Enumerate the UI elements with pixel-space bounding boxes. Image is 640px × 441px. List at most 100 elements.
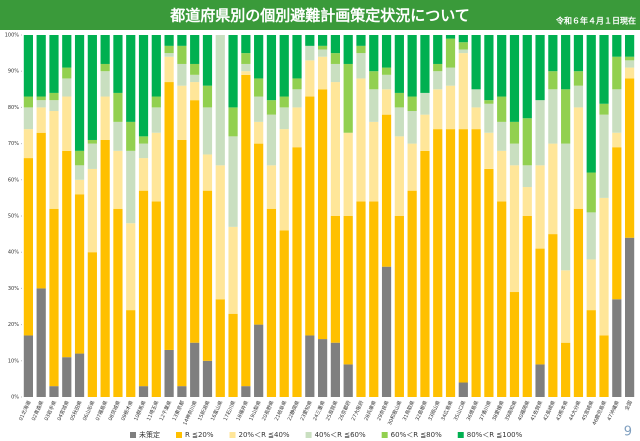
bar-segment	[113, 35, 123, 93]
bar-segment	[164, 53, 174, 57]
bar-segment	[164, 45, 174, 54]
bar-segment	[624, 78, 635, 238]
bar-segment	[484, 100, 494, 104]
bar-segment	[509, 292, 520, 397]
bar-segment	[62, 357, 72, 397]
bar-segment	[548, 234, 558, 397]
bar-segment	[151, 96, 161, 108]
bar-segment	[266, 100, 277, 115]
bar-segment	[573, 85, 584, 108]
bar-segment	[190, 100, 200, 343]
bar-segment	[138, 386, 149, 397]
bar-segment	[612, 56, 622, 90]
bar-segment	[356, 201, 366, 397]
bar-segment	[433, 89, 443, 130]
bar-segment	[330, 53, 341, 64]
bar-segment	[471, 35, 481, 90]
legend-swatch	[381, 432, 388, 438]
bar-segment	[151, 107, 161, 133]
bar-segment	[228, 35, 238, 108]
bar-segment	[138, 190, 149, 387]
bar-segment	[471, 129, 481, 397]
bar-segment	[317, 339, 328, 397]
bar-segment	[23, 335, 34, 397]
bar-segment	[177, 85, 187, 140]
bar-segment	[23, 96, 34, 108]
bar-segment	[138, 158, 149, 191]
bar-segment	[445, 85, 456, 130]
bar-segment	[36, 100, 46, 108]
bar-segment	[599, 103, 609, 115]
bar-segment	[535, 35, 545, 101]
y-tick-label: 70%	[8, 141, 19, 147]
bar-segment	[87, 139, 97, 144]
bar-segment	[458, 129, 468, 383]
bar-segment	[394, 107, 404, 137]
bar-segment	[586, 212, 596, 260]
bar-segment	[612, 132, 622, 148]
bar-segment	[420, 35, 430, 93]
bar-segment	[254, 78, 264, 97]
bar-segment	[624, 56, 635, 61]
bar-segment	[279, 35, 289, 97]
bar-segment	[497, 96, 507, 122]
bar-segment	[49, 100, 59, 112]
bar-segment	[535, 364, 545, 397]
bar-segment	[62, 67, 72, 79]
bar-segment	[23, 35, 34, 97]
bar-segment	[420, 150, 430, 397]
bar-segment	[369, 121, 379, 202]
bar-segment	[87, 168, 97, 253]
bar-segment	[74, 35, 85, 151]
bar-segment	[254, 324, 264, 397]
bar-segment	[509, 35, 520, 122]
bar-segment	[458, 382, 468, 397]
bar-segment	[369, 201, 379, 397]
bar-segment	[266, 114, 277, 166]
bar-segment	[190, 82, 200, 101]
bar-segment	[36, 35, 46, 97]
bar-segment	[317, 35, 328, 46]
bar-segment	[420, 92, 430, 115]
bar-segment	[279, 96, 289, 108]
bar-segment	[445, 129, 456, 397]
bar-segment	[241, 63, 251, 72]
bar-segment	[190, 74, 200, 83]
bar-segment	[343, 63, 353, 133]
bar-segment	[458, 35, 468, 43]
bar-segment	[599, 197, 609, 336]
chart-date: 令和６年４月１日現在	[555, 16, 636, 26]
bar-segment	[548, 143, 558, 235]
bar-segment	[343, 216, 353, 365]
bar-segment	[445, 35, 456, 39]
bar-segment	[126, 223, 136, 311]
bar-segment	[62, 35, 72, 68]
bar-segment	[49, 111, 59, 209]
bar-segment	[317, 45, 328, 50]
bar-segment	[202, 190, 213, 361]
bar-segment	[266, 35, 277, 101]
bar-segment	[509, 143, 520, 166]
bar-segment	[126, 35, 136, 122]
bar-segment	[561, 89, 571, 144]
legend-label: 80%＜R ≦100%	[467, 431, 523, 439]
bar-segment	[394, 216, 404, 397]
bar-segment	[74, 353, 85, 397]
bar-segment	[100, 71, 110, 97]
bar-segment	[305, 335, 315, 397]
bar-segment	[433, 63, 443, 72]
bar-segment	[433, 129, 443, 397]
bar-segment	[87, 252, 97, 397]
bar-segment	[369, 89, 379, 122]
bar-segment	[381, 114, 392, 267]
legend-label: 40%＜R ≦60%	[315, 431, 366, 439]
bar-segment	[62, 96, 72, 151]
bar-segment	[548, 89, 558, 144]
bar-segment	[586, 259, 596, 311]
bar-segment	[49, 35, 59, 93]
bar-segment	[202, 35, 213, 86]
legend-label: 20%＜R ≦40%	[239, 431, 290, 439]
bar-segment	[356, 53, 366, 79]
bar-segment	[484, 168, 494, 397]
